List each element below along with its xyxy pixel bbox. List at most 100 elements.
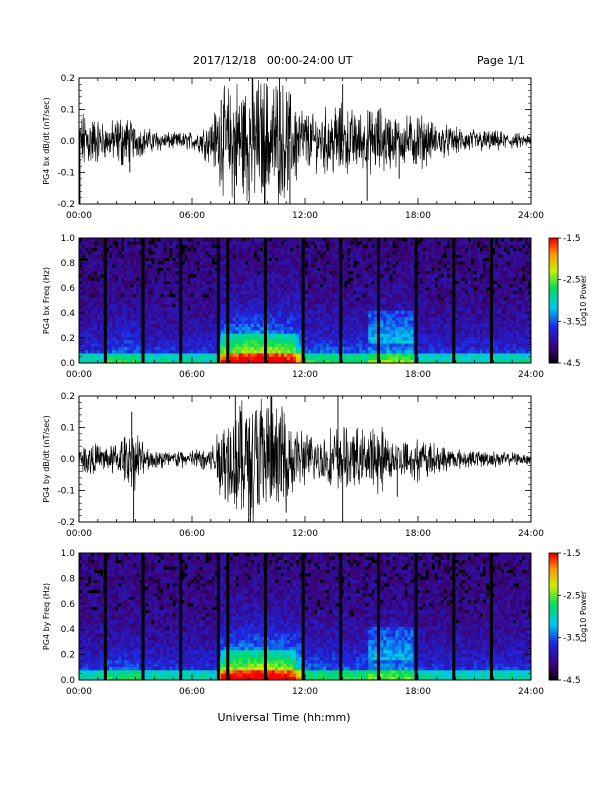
spectrogram-cell xyxy=(244,310,249,314)
spectrogram-cell xyxy=(235,346,239,351)
spectrogram-cell xyxy=(329,238,333,242)
spectrogram-cell xyxy=(163,303,167,308)
spectrogram-cell xyxy=(274,251,279,255)
spectrogram-cell xyxy=(419,310,423,314)
spectrogram-cell xyxy=(277,349,282,354)
spectrogram-cell xyxy=(265,254,270,259)
spectrogram-cell xyxy=(428,277,432,282)
spectrogram-cell xyxy=(94,346,98,351)
spectrogram-cell xyxy=(473,343,478,347)
spectrogram-cell xyxy=(130,238,134,242)
spectrogram-cell xyxy=(268,244,273,249)
spectrogram-cell xyxy=(79,244,83,249)
spectrogram-cell xyxy=(371,247,375,252)
spectrogram-cell xyxy=(160,323,164,328)
spectrogram-cell xyxy=(97,320,101,324)
spectrogram-cell xyxy=(169,270,173,275)
spectrogram-cell xyxy=(94,339,98,344)
spectrogram-cell xyxy=(308,261,312,265)
spectrogram-cell xyxy=(407,261,411,265)
spectrogram-cell xyxy=(401,310,405,314)
spectrogram-cell xyxy=(407,313,411,318)
spectrogram-cell xyxy=(292,326,297,331)
spectrogram-cell xyxy=(295,343,300,347)
spectrogram-cell xyxy=(169,280,173,285)
spectrogram-cell xyxy=(389,353,393,357)
spectrogram-cell xyxy=(253,313,258,318)
spectrogram-cell xyxy=(181,280,185,285)
spectrogram-cell xyxy=(289,254,294,259)
spectrogram-cell xyxy=(467,254,472,259)
spectrogram-cell xyxy=(181,264,185,268)
spectrogram-cell xyxy=(401,247,405,252)
spectrogram-cell xyxy=(410,251,414,255)
spectrogram-cell xyxy=(232,241,236,245)
spectrogram-cell xyxy=(115,316,119,321)
spectrogram-cell xyxy=(145,284,149,288)
spectrogram-cell xyxy=(320,287,324,291)
spectrogram-cell xyxy=(133,300,137,305)
spectrogram-cell xyxy=(323,323,327,328)
spectrogram-cell xyxy=(289,300,294,305)
spectrogram-cell xyxy=(473,297,478,301)
spectrogram-cell xyxy=(154,310,158,314)
spectrogram-cell xyxy=(106,333,110,337)
spectrogram-cell xyxy=(118,333,122,337)
spectrogram-cell xyxy=(175,251,179,255)
spectrogram-cell xyxy=(374,284,378,288)
spectrogram-cell xyxy=(238,307,243,311)
spectrogram-cell xyxy=(470,323,475,328)
spectrogram-cell xyxy=(434,353,438,357)
spectrogram-cell xyxy=(112,313,116,318)
spectrogram-cell xyxy=(374,270,378,275)
spectrogram-cell xyxy=(208,274,212,278)
spectrogram-cell xyxy=(250,349,255,354)
spectrogram-cell xyxy=(169,267,173,272)
spectrogram-cell xyxy=(359,247,363,252)
spectrogram-cell xyxy=(97,274,101,278)
spectrogram-cell xyxy=(398,307,402,311)
spectrogram-cell xyxy=(289,251,294,255)
spectrogram-cell xyxy=(274,359,279,364)
spectrogram-cell xyxy=(202,244,206,249)
spectrogram-cell xyxy=(139,303,143,308)
spectrogram-cell xyxy=(211,238,215,242)
spectrogram-cell xyxy=(145,247,149,252)
spectrogram-cell xyxy=(214,254,218,259)
spectrogram-cell xyxy=(371,333,375,337)
spectrogram-cell xyxy=(115,300,119,305)
spectrogram-cell xyxy=(440,280,444,285)
spectrogram-cell xyxy=(347,359,351,364)
spectrogram-cell xyxy=(335,297,339,301)
spectrogram-cell xyxy=(341,251,345,255)
spectrogram-cell xyxy=(359,356,363,361)
spectrogram-cell xyxy=(422,343,426,347)
spectrogram-cell xyxy=(280,251,285,255)
spectrogram-cell xyxy=(311,247,315,252)
spectrogram-cell xyxy=(115,280,119,285)
spectrogram-cell xyxy=(169,316,173,321)
spectrogram-cell xyxy=(479,349,484,354)
spectrogram-cell xyxy=(295,330,300,334)
spectrogram-cell xyxy=(229,290,233,295)
spectrogram-cell xyxy=(82,349,86,354)
spectrogram-cell xyxy=(148,343,152,347)
spectrogram-cell xyxy=(154,356,158,361)
spectrogram-cell xyxy=(82,359,86,364)
spectrogram-cell xyxy=(208,261,212,265)
spectrogram-cell xyxy=(136,310,140,314)
spectrogram-cell xyxy=(235,353,239,357)
spectrogram-cell xyxy=(326,316,330,321)
spectrogram-cell xyxy=(359,287,363,291)
spectrogram-cell xyxy=(464,238,469,242)
spectrogram-cell xyxy=(163,241,167,245)
spectrogram-cell xyxy=(314,290,318,295)
spectrogram-cell xyxy=(371,349,375,354)
spectrogram-cell xyxy=(184,274,188,278)
spectrogram-cell xyxy=(335,280,339,285)
spectrogram-cell xyxy=(407,241,411,245)
spectrogram-cell xyxy=(196,307,200,311)
spectrogram-cell xyxy=(410,359,414,364)
spectrogram-cell xyxy=(112,267,116,272)
spectrogram-cell xyxy=(88,244,92,249)
